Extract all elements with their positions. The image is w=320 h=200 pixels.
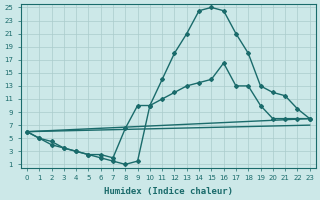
- X-axis label: Humidex (Indice chaleur): Humidex (Indice chaleur): [104, 187, 233, 196]
